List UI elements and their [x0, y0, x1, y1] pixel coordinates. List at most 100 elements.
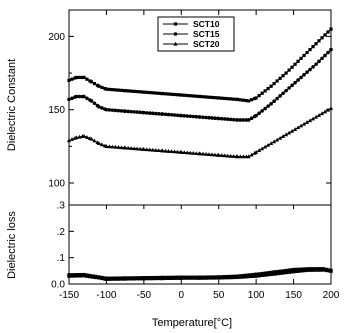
upper-point-sct15	[329, 47, 333, 52]
upper-point-sct15	[317, 59, 321, 64]
upper-point-sct20	[96, 141, 101, 146]
upper-point-sct15	[198, 115, 202, 119]
lower-point-sct20	[254, 273, 259, 278]
upper-point-sct20	[99, 142, 104, 147]
lower-point-sct20	[247, 274, 252, 279]
lower-point-sct20	[198, 276, 202, 280]
upper-point-sct15	[281, 91, 285, 96]
upper-point-sct10	[293, 62, 297, 66]
upper-point-sct20	[172, 149, 177, 154]
upper-point-sct10	[119, 88, 123, 92]
lower-point-sct20	[156, 276, 161, 281]
lower-point-sct20	[309, 268, 314, 272]
lower-point-sct20	[132, 276, 137, 281]
lower-point-sct20	[263, 272, 268, 277]
legend-label-sct15: SCT15	[193, 29, 220, 39]
upper-point-sct15	[89, 99, 94, 103]
upper-point-sct15	[249, 116, 254, 121]
upper-point-sct10	[201, 95, 205, 99]
lower-point-sct20	[147, 276, 152, 281]
lower-ylabel: Dielectric loss	[6, 211, 18, 279]
upper-point-sct10	[77, 75, 82, 80]
upper-point-sct20	[246, 154, 251, 159]
upper-point-sct10	[250, 98, 254, 102]
upper-point-sct20	[156, 148, 161, 153]
lower-point-sct20	[269, 272, 274, 277]
xtick-label: -150	[59, 290, 79, 301]
upper-point-sct20	[175, 149, 180, 154]
upper-point-sct20	[287, 130, 292, 135]
upper-point-sct20	[209, 152, 214, 157]
lower-point-sct20	[250, 274, 255, 278]
upper-point-sct10	[263, 89, 267, 93]
lower-ytick-label: .3	[57, 201, 66, 212]
lower-point-sct20	[241, 274, 246, 279]
upper-point-sct15	[172, 113, 177, 117]
upper-ytick-label: 100	[48, 179, 65, 190]
lower-point-sct20	[96, 275, 101, 280]
lower-point-sct20	[287, 269, 292, 274]
upper-point-sct10	[148, 90, 152, 95]
upper-point-sct20	[275, 137, 280, 142]
upper-point-sct10	[314, 42, 318, 46]
upper-point-sct15	[290, 83, 294, 88]
upper-point-sct15	[169, 113, 174, 117]
lower-point-sct20	[72, 273, 77, 278]
upper-point-sct15	[126, 109, 130, 114]
xtick-label: 150	[285, 290, 302, 301]
upper-point-sct15	[241, 118, 246, 122]
xtick-label: 200	[323, 290, 340, 301]
upper-point-sct10	[290, 65, 294, 69]
upper-point-sct15	[154, 111, 158, 116]
upper-point-sct15	[160, 112, 165, 116]
lower-point-sct20	[163, 276, 168, 281]
xtick-label: -100	[96, 290, 116, 301]
upper-point-sct10	[175, 93, 180, 97]
lower-point-sct20	[179, 276, 184, 280]
upper-point-sct10	[163, 92, 168, 96]
upper-point-sct10	[238, 98, 243, 102]
upper-point-sct20	[260, 146, 265, 151]
lower-point-sct20	[281, 270, 286, 275]
upper-point-sct10	[266, 86, 270, 91]
upper-point-sct15	[278, 94, 282, 98]
upper-point-sct20	[263, 144, 268, 149]
upper-point-sct15	[110, 108, 115, 112]
upper-point-sct15	[92, 101, 97, 106]
upper-point-sct20	[235, 154, 240, 159]
lower-point-sct20	[300, 268, 305, 273]
lower-point-sct20	[329, 268, 333, 273]
upper-point-sct20	[266, 142, 271, 147]
upper-point-sct10	[82, 75, 86, 80]
upper-point-sct20	[290, 128, 295, 133]
upper-point-sct10	[89, 80, 94, 84]
upper-point-sct10	[100, 85, 104, 90]
upper-point-sct15	[228, 117, 233, 122]
lower-point-sct20	[107, 277, 112, 281]
lower-point-sct20	[206, 275, 211, 280]
lower-point-sct20	[235, 275, 240, 280]
upper-point-sct15	[260, 109, 264, 113]
upper-point-sct15	[182, 113, 187, 118]
upper-point-sct10	[182, 93, 186, 97]
upper-point-sct20	[231, 154, 236, 158]
upper-point-sct20	[129, 146, 134, 150]
upper-point-sct10	[281, 74, 285, 78]
lower-point-sct20	[84, 274, 89, 278]
upper-point-sct20	[116, 145, 121, 149]
upper-point-sct15	[314, 62, 318, 67]
lower-point-sct20	[93, 275, 98, 280]
lower-point-sct20	[306, 268, 311, 272]
upper-point-sct20	[191, 150, 196, 155]
upper-point-sct10	[308, 47, 312, 52]
lower-point-sct20	[216, 275, 221, 280]
upper-point-sct15	[219, 116, 224, 121]
upper-point-sct15	[216, 116, 221, 121]
upper-point-sct20	[194, 151, 199, 155]
upper-point-sct10	[179, 93, 183, 97]
upper-point-sct10	[254, 96, 258, 100]
lower-point-sct20	[228, 275, 233, 280]
xtick-label: 50	[213, 290, 225, 301]
lower-point-sct20	[144, 276, 149, 281]
